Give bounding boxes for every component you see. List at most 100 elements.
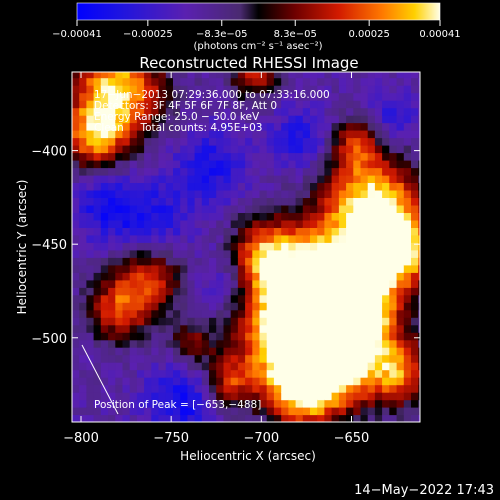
heatmap-cell [115, 414, 124, 422]
heatmap-cell [86, 414, 95, 422]
heatmap-cell [237, 339, 246, 348]
heatmap-cell [295, 92, 304, 101]
heatmap-cell [374, 137, 383, 146]
heatmap-cell [266, 227, 275, 236]
heatmap-cell [396, 332, 405, 341]
heatmap-cell [360, 369, 369, 378]
heatmap-cell [310, 339, 318, 348]
heatmap-cell [382, 85, 390, 94]
heatmap-cell [122, 77, 131, 86]
heatmap-cell [158, 204, 167, 213]
heatmap-cell [266, 392, 275, 401]
heatmap-cell [72, 392, 80, 401]
heatmap-cell [302, 347, 311, 356]
heatmap-cell [374, 384, 383, 393]
heatmap-cell [100, 174, 109, 183]
heatmap-cell [201, 354, 210, 363]
heatmap-cell [180, 384, 188, 393]
heatmap-cell [194, 145, 203, 154]
heatmap-cell [353, 347, 362, 356]
heatmap-cell [136, 204, 145, 213]
heatmap-cell [173, 309, 181, 318]
heatmap-cell [389, 354, 398, 363]
heatmap-cell [324, 339, 333, 348]
heatmap-cell [389, 407, 398, 416]
heatmap-cell [252, 174, 261, 183]
heatmap-cell [158, 92, 167, 101]
heatmap-cell [245, 92, 253, 101]
heatmap-cell [403, 242, 412, 251]
heatmap-cell [403, 204, 412, 213]
heatmap-cell [79, 309, 87, 318]
heatmap-cell [418, 287, 420, 296]
heatmap-cell [266, 264, 275, 273]
heatmap-cell [396, 204, 405, 213]
heatmap-cell [367, 219, 376, 228]
heatmap-cell [360, 339, 369, 348]
heatmap-cell [173, 137, 181, 146]
heatmap-cell [295, 174, 304, 183]
heatmap-cell [374, 332, 383, 341]
heatmap-cell [302, 72, 311, 79]
heatmap-cell [338, 264, 347, 273]
heatmap-cell [201, 85, 210, 94]
heatmap-cell [324, 227, 333, 236]
heatmap-cell [302, 77, 311, 86]
heatmap-cell [302, 189, 311, 198]
heatmap-cell [230, 392, 239, 401]
heatmap-cell [194, 227, 203, 236]
heatmap-cell [418, 339, 420, 348]
heatmap-cell [209, 414, 217, 422]
heatmap-cell [411, 77, 419, 86]
heatmap-cell [418, 145, 420, 154]
heatmap-cell [331, 212, 340, 221]
heatmap-cell [223, 384, 232, 393]
heatmap-cell [338, 347, 347, 356]
heatmap-cell [317, 107, 325, 116]
heatmap-cell [418, 272, 420, 281]
heatmap-cell [302, 160, 311, 169]
footer-timestamp: 14−May−2022 17:43 [354, 483, 494, 498]
heatmap-cell [266, 362, 275, 371]
heatmap-cell [310, 85, 318, 94]
heatmap-cell [411, 167, 419, 176]
heatmap-cell [389, 332, 398, 341]
heatmap-cell [180, 392, 188, 401]
heatmap-cell [317, 145, 325, 154]
heatmap-cell [151, 242, 160, 251]
heatmap-cell [129, 100, 138, 109]
heatmap-cell [324, 72, 333, 79]
heatmap-cell [360, 204, 369, 213]
heatmap-cell [245, 137, 253, 146]
heatmap-cell [115, 369, 124, 378]
heatmap-cell [79, 137, 87, 146]
heatmap-cell [310, 100, 318, 109]
heatmap-cell [353, 137, 362, 146]
heatmap-cell [418, 407, 420, 416]
heatmap-cell [93, 197, 102, 206]
heatmap-cell [173, 317, 181, 326]
heatmap-cell [237, 309, 246, 318]
heatmap-cell [129, 77, 138, 86]
heatmap-cell [165, 107, 174, 116]
heatmap-cell [144, 137, 152, 146]
heatmap-cell [72, 324, 80, 333]
heatmap-cell [201, 152, 210, 161]
heatmap-cell [396, 122, 405, 131]
heatmap-cell [108, 167, 116, 176]
heatmap-cell [201, 167, 210, 176]
heatmap-cell [230, 249, 239, 258]
heatmap-cell [216, 309, 224, 318]
heatmap-cell [245, 294, 253, 303]
heatmap-cell [360, 122, 369, 131]
heatmap-cell [310, 137, 318, 146]
heatmap-cell [115, 227, 124, 236]
heatmap-cell [310, 324, 318, 333]
heatmap-cell [360, 287, 369, 296]
heatmap-cell [295, 130, 304, 139]
heatmap-cell [418, 309, 420, 318]
heatmap-cell [310, 249, 318, 258]
heatmap-cell [273, 354, 282, 363]
heatmap-cell [180, 122, 188, 131]
heatmap-cell [237, 100, 246, 109]
